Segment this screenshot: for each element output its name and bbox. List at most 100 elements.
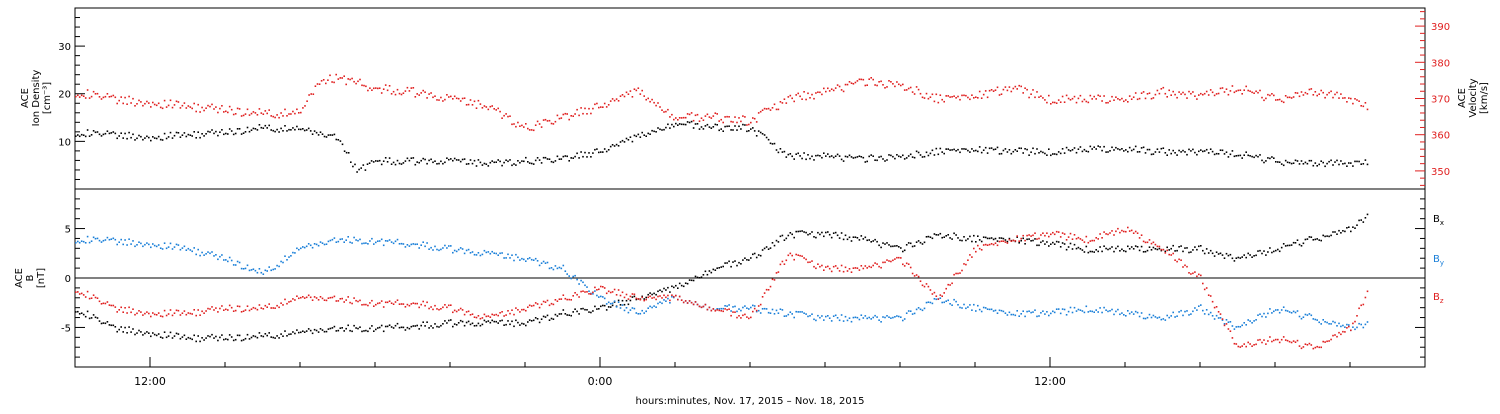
density-point xyxy=(144,137,146,139)
bx-point xyxy=(659,289,661,291)
by-point xyxy=(315,243,318,246)
velocity-point xyxy=(1040,95,1042,97)
by-point xyxy=(969,304,971,306)
velocity-point xyxy=(651,98,653,101)
bz-point xyxy=(627,298,630,300)
by-point xyxy=(830,320,833,322)
by-point xyxy=(505,257,507,259)
velocity-point xyxy=(858,78,861,81)
bz-point xyxy=(649,295,651,298)
bx-point xyxy=(199,340,201,343)
bz-point xyxy=(110,304,113,307)
bz-point xyxy=(586,291,588,293)
by-point xyxy=(615,306,618,308)
bz-point xyxy=(773,279,776,281)
bz-point xyxy=(1079,238,1082,240)
bx-point xyxy=(268,332,270,334)
bz-point xyxy=(1184,264,1186,267)
by-point xyxy=(919,308,922,311)
bz-point xyxy=(120,306,122,309)
by-point xyxy=(211,251,213,253)
density-point xyxy=(345,151,348,154)
bz-point xyxy=(420,303,422,306)
bx-point xyxy=(621,299,624,302)
by-point xyxy=(613,300,616,302)
velocity-point xyxy=(1269,94,1271,97)
bz-point xyxy=(1113,234,1115,236)
bz-point xyxy=(1091,239,1093,242)
density-point xyxy=(452,159,454,162)
density-point xyxy=(558,158,561,160)
velocity-point xyxy=(598,106,600,109)
density-point xyxy=(1028,154,1030,156)
velocity-point xyxy=(84,97,87,99)
bz-point xyxy=(825,266,827,268)
bz-point xyxy=(353,297,355,299)
velocity-point xyxy=(1203,92,1206,95)
by-point xyxy=(410,243,413,246)
bx-point xyxy=(945,235,947,237)
by-point xyxy=(1247,319,1249,321)
bx-point xyxy=(748,259,750,261)
bz-point xyxy=(596,289,598,291)
velocity-point xyxy=(1298,95,1301,98)
by-point xyxy=(165,247,168,250)
bz-point xyxy=(874,262,876,264)
density-point xyxy=(442,162,444,165)
velocity-point xyxy=(1059,101,1062,103)
density-point xyxy=(828,155,831,158)
velocity-point xyxy=(1312,94,1315,96)
bx-point xyxy=(300,331,302,334)
velocity-point xyxy=(720,118,722,121)
bz-point xyxy=(963,263,965,265)
bx-point xyxy=(1344,230,1346,233)
bz-point xyxy=(807,261,809,264)
density-point xyxy=(1247,154,1249,157)
density-point xyxy=(550,160,553,163)
bz-point xyxy=(1267,340,1269,342)
density-point xyxy=(980,151,983,154)
velocity-point xyxy=(753,117,756,120)
density-point xyxy=(481,164,484,166)
velocity-point xyxy=(150,106,152,108)
velocity-point xyxy=(1156,89,1159,92)
density-point xyxy=(641,131,643,134)
by-point xyxy=(641,309,643,312)
velocity-point xyxy=(911,91,914,93)
bx-point xyxy=(742,259,744,261)
velocity-point xyxy=(882,84,884,86)
velocity-point xyxy=(1221,87,1224,89)
density-point xyxy=(1099,146,1101,148)
velocity-point xyxy=(643,95,645,97)
velocity-point xyxy=(1310,88,1313,90)
bz-point xyxy=(821,264,823,267)
velocity-point xyxy=(215,106,217,108)
bx-point xyxy=(377,327,379,329)
density-point xyxy=(913,156,916,159)
density-point xyxy=(1040,150,1042,153)
bz-point xyxy=(684,300,687,302)
velocity-point xyxy=(811,93,813,96)
bz-point xyxy=(1326,340,1328,343)
velocity-point xyxy=(759,110,762,113)
bz-point xyxy=(1050,233,1052,236)
by-point xyxy=(256,271,259,274)
density-point xyxy=(398,162,401,165)
density-point xyxy=(469,159,472,161)
density-point xyxy=(375,160,377,162)
density-point xyxy=(448,158,450,161)
velocity-point xyxy=(990,89,993,91)
bx-point xyxy=(1284,245,1287,247)
velocity-point xyxy=(909,86,912,89)
bx-point xyxy=(682,285,685,288)
velocity-point xyxy=(1334,93,1336,96)
by-point xyxy=(203,254,205,256)
bz-point xyxy=(1055,230,1058,233)
bz-point xyxy=(307,294,310,297)
by-point xyxy=(532,259,535,261)
bz-point xyxy=(902,263,904,266)
bz-point xyxy=(505,314,507,316)
bx-point xyxy=(513,325,515,328)
velocity-point xyxy=(1038,96,1040,98)
by-point xyxy=(339,238,342,241)
